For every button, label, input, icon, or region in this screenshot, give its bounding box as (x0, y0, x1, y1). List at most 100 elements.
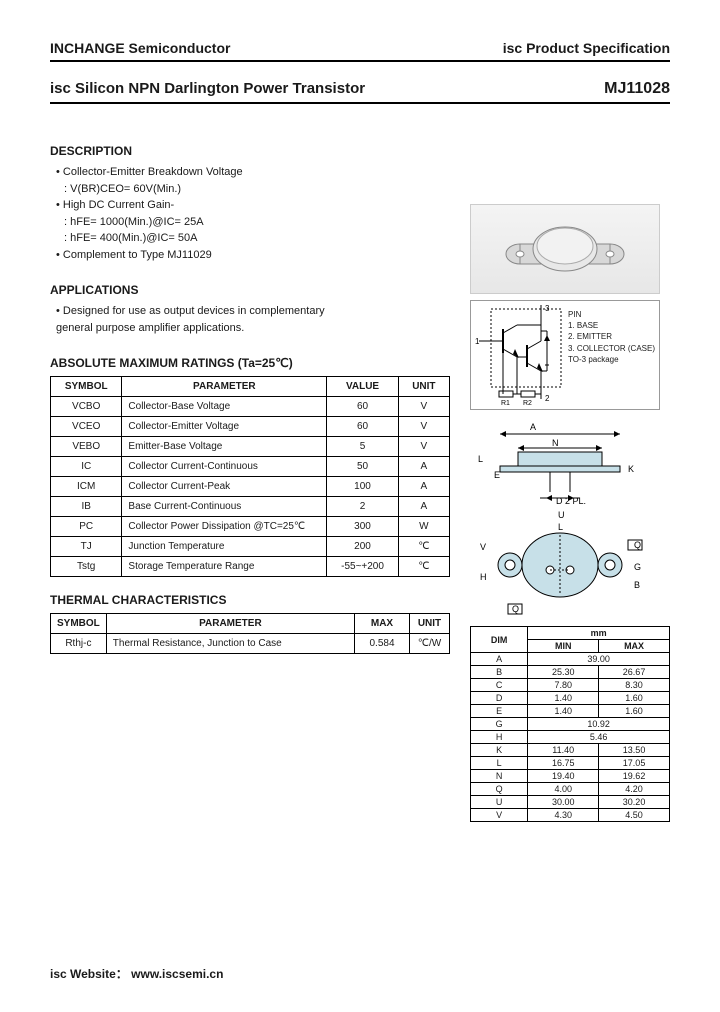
table-row: A39.00 (471, 653, 670, 666)
table-cell: ℃ (398, 557, 449, 577)
table-row: U30.0030.20 (471, 796, 670, 809)
pin-label-block: PIN 1. BASE 2. EMITTER 3. COLLECTOR (CAS… (568, 309, 655, 365)
app-item: general purpose amplifier applications. (56, 320, 450, 337)
col-max: MAX (599, 640, 670, 653)
pin-label: 3. COLLECTOR (CASE) (568, 343, 655, 354)
table-row: N19.4019.62 (471, 770, 670, 783)
thermal-heading: THERMAL CHARACTERISTICS (50, 593, 450, 607)
table-cell: 5.46 (528, 731, 670, 744)
table-cell: V (471, 809, 528, 822)
table-cell: VCBO (51, 397, 122, 417)
table-cell: Emitter-Base Voltage (122, 437, 327, 457)
table-row: B25.3026.67 (471, 666, 670, 679)
applications-list: • Designed for use as output devices in … (56, 303, 450, 336)
table-cell: E (471, 705, 528, 718)
svg-text:U: U (558, 510, 565, 520)
svg-text:2: 2 (545, 394, 550, 403)
table-cell: B (471, 666, 528, 679)
table-cell: V (398, 437, 449, 457)
svg-text:N: N (552, 438, 559, 448)
table-cell: Collector-Emitter Voltage (122, 417, 327, 437)
footer: isc Website： www.iscsemi.cn (50, 965, 223, 982)
table-cell: 4.00 (528, 783, 599, 796)
table-row: VCBOCollector-Base Voltage60V (51, 397, 450, 417)
table-cell: A (471, 653, 528, 666)
svg-text:1: 1 (475, 337, 480, 346)
table-row: K11.4013.50 (471, 744, 670, 757)
table-cell: 1.40 (528, 692, 599, 705)
svg-text:E: E (494, 470, 500, 480)
table-cell: 19.62 (599, 770, 670, 783)
table-cell: Junction Temperature (122, 537, 327, 557)
table-row: G10.92 (471, 718, 670, 731)
table-row: VEBOEmitter-Base Voltage5V (51, 437, 450, 457)
svg-text:Q: Q (634, 540, 641, 550)
product-title: isc Silicon NPN Darlington Power Transis… (50, 80, 365, 97)
table-row: L16.7517.05 (471, 757, 670, 770)
table-cell: Base Current-Continuous (122, 497, 327, 517)
col-symbol: SYMBOL (51, 377, 122, 397)
table-cell: U (471, 796, 528, 809)
ratings-heading: ABSOLUTE MAXIMUM RATINGS (Ta=25℃) (50, 356, 450, 370)
table-cell: A (398, 457, 449, 477)
table-cell: 1.40 (528, 705, 599, 718)
table-cell: 17.05 (599, 757, 670, 770)
table-cell: 50 (327, 457, 398, 477)
svg-text:L: L (478, 454, 483, 464)
svg-text:B: B (634, 580, 640, 590)
pin-label: 2. EMITTER (568, 331, 655, 342)
table-cell: 16.75 (528, 757, 599, 770)
table-cell: 5 (327, 437, 398, 457)
table-cell: TJ (51, 537, 122, 557)
desc-item: • High DC Current Gain- (56, 197, 450, 214)
svg-text:R1: R1 (501, 400, 510, 407)
table-cell: 0.584 (355, 634, 410, 654)
desc-item: • Complement to Type MJ11029 (56, 247, 450, 264)
table-cell: 11.40 (528, 744, 599, 757)
svg-text:Q: Q (512, 604, 519, 614)
description-heading: DESCRIPTION (50, 144, 450, 158)
table-cell: H (471, 731, 528, 744)
desc-sub: : V(BR)CEO= 60V(Min.) (64, 181, 450, 198)
svg-text:V: V (480, 542, 486, 552)
company-name: INCHANGE Semiconductor (50, 40, 230, 56)
package-outline-icon: A N L E K D 2 PL. U L (470, 420, 660, 620)
table-cell: 100 (327, 477, 398, 497)
table-cell: K (471, 744, 528, 757)
table-header-row: DIM mm (471, 627, 670, 640)
col-parameter: PARAMETER (106, 614, 354, 634)
table-header-row: SYMBOL PARAMETER VALUE UNIT (51, 377, 450, 397)
table-cell: 2 (327, 497, 398, 517)
svg-text:3: 3 (545, 304, 550, 313)
table-cell: 200 (327, 537, 398, 557)
svg-text:H: H (480, 572, 487, 582)
col-parameter: PARAMETER (122, 377, 327, 397)
outline-drawing: A N L E K D 2 PL. U L (470, 420, 660, 620)
package-photo (470, 204, 660, 294)
thermal-table: SYMBOL PARAMETER MAX UNIT Rthj-cThermal … (50, 613, 450, 654)
table-cell: IB (51, 497, 122, 517)
table-cell: Collector Power Dissipation @TC=25℃ (122, 517, 327, 537)
col-unit: UNIT (398, 377, 449, 397)
website-url: www.iscsemi.cn (131, 967, 223, 981)
table-cell: VEBO (51, 437, 122, 457)
schematic-diagram: 1 3 2 (470, 300, 660, 410)
ratings-table: SYMBOL PARAMETER VALUE UNIT VCBOCollecto… (50, 376, 450, 577)
table-cell: 19.40 (528, 770, 599, 783)
table-cell: Tstg (51, 557, 122, 577)
table-row: H5.46 (471, 731, 670, 744)
table-cell: VCEO (51, 417, 122, 437)
table-cell: W (398, 517, 449, 537)
table-cell: ℃ (398, 537, 449, 557)
pin-heading: PIN (568, 309, 655, 320)
table-row: ICCollector Current-Continuous50A (51, 457, 450, 477)
table-cell: 60 (327, 417, 398, 437)
table-row: VCEOCollector-Emitter Voltage60V (51, 417, 450, 437)
page-header: INCHANGE Semiconductor isc Product Speci… (50, 40, 670, 62)
table-header-row: SYMBOL PARAMETER MAX UNIT (51, 614, 450, 634)
table-cell: 4.30 (528, 809, 599, 822)
table-cell: Rthj-c (51, 634, 107, 654)
table-cell: 1.60 (599, 692, 670, 705)
description-list: • Collector-Emitter Breakdown Voltage : … (56, 164, 450, 263)
spec-label: isc Product Specification (503, 40, 670, 56)
